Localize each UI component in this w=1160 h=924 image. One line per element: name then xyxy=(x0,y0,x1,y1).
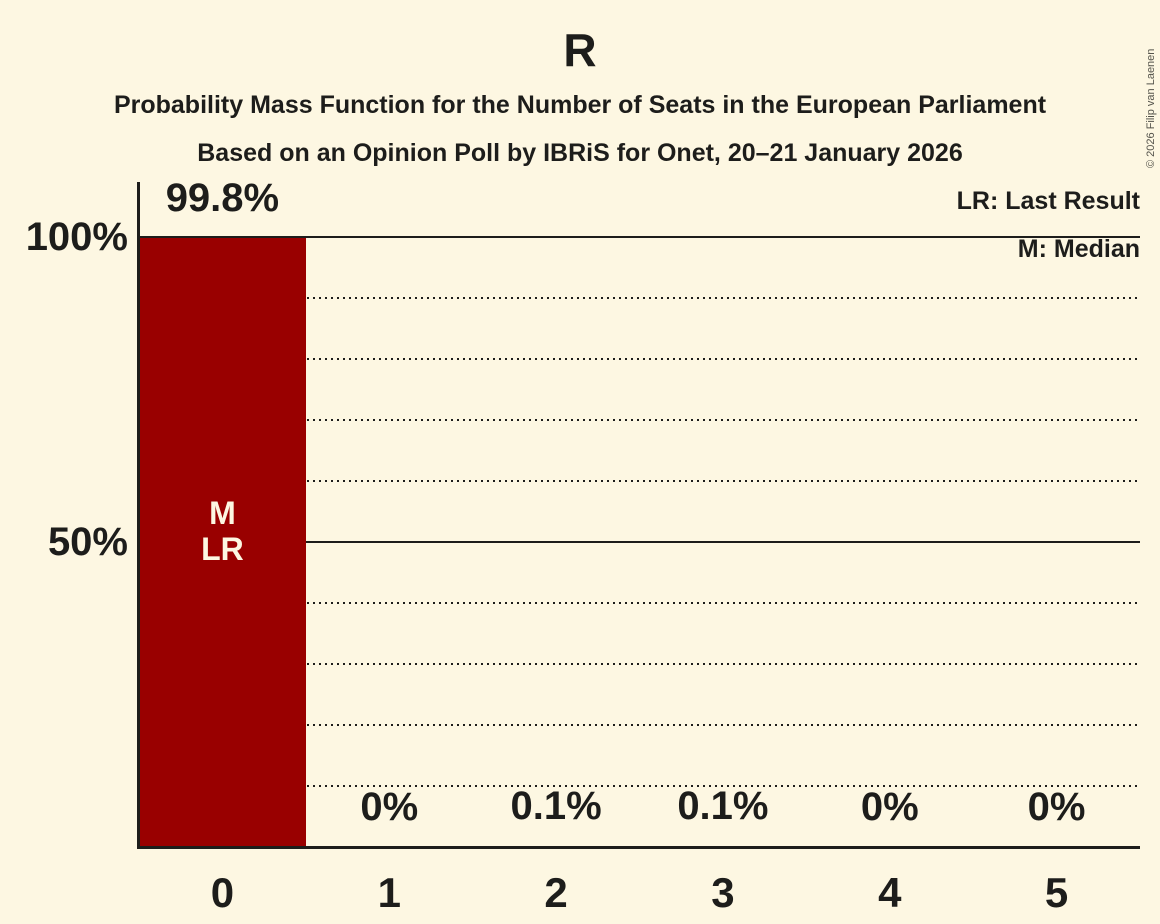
gridline-dotted xyxy=(139,724,1140,726)
x-axis-line xyxy=(137,846,1140,849)
gridline-solid xyxy=(139,236,1140,238)
gridline-dotted xyxy=(139,297,1140,299)
y-axis-line xyxy=(137,182,140,848)
gridline-dotted xyxy=(139,358,1140,360)
gridline-solid xyxy=(139,541,1140,543)
bar-value-label: 0.1% xyxy=(677,784,769,829)
x-axis-label: 2 xyxy=(544,869,568,916)
bar-value-label: 0% xyxy=(860,785,919,829)
bar-value-label: 0% xyxy=(360,785,419,829)
x-axis-label: 3 xyxy=(711,869,735,916)
gridline-dotted xyxy=(139,480,1140,482)
x-axis-label: 1 xyxy=(377,869,401,916)
x-axis-label: 0 xyxy=(210,869,235,916)
bar-value-label: 0% xyxy=(1027,785,1086,829)
legend-median: M: Median xyxy=(1017,235,1140,263)
gridline-dotted xyxy=(139,602,1140,604)
gridline-dotted xyxy=(139,663,1140,665)
y-axis-label: 100% xyxy=(25,215,128,259)
x-axis-label: 5 xyxy=(1044,869,1069,916)
x-axis-label: 4 xyxy=(878,869,902,916)
bar-annotation: M LR xyxy=(201,494,244,567)
bar xyxy=(139,238,306,847)
gridline-dotted xyxy=(139,419,1140,421)
bar-value-label: 0.1% xyxy=(510,784,602,829)
chart-subtitle-line1: Probability Mass Function for the Number… xyxy=(113,91,1047,119)
bar-value-label: 99.8% xyxy=(165,176,280,221)
legend-last-result: LR: Last Result xyxy=(956,187,1140,215)
chart-subtitle-line2: Based on an Opinion Poll by IBRiS for On… xyxy=(197,139,963,167)
gridline-dotted xyxy=(139,785,1140,787)
y-axis-label: 50% xyxy=(47,520,128,564)
chart-title: R xyxy=(563,24,597,76)
copyright-notice: © 2026 Filip van Laenen xyxy=(1145,48,1157,168)
